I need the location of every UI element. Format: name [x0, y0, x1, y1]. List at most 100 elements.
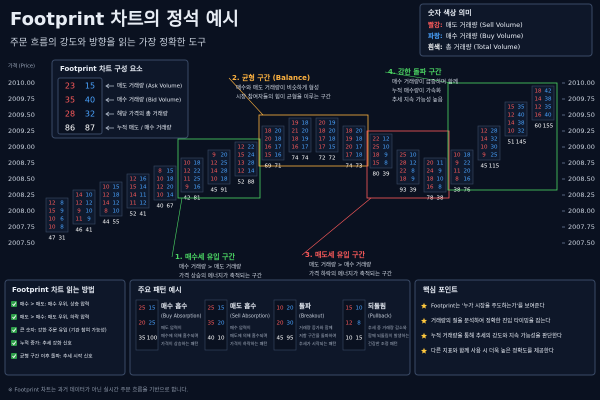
y-tick-label-right: 2009.00 — [568, 143, 595, 151]
color-legend-text: 총 거래량 (Total Volume) — [446, 42, 521, 51]
pattern-ask: 25 — [139, 306, 146, 312]
total-volume: 73 — [356, 164, 363, 170]
zone-desc: 가격 상승의 에너지가 축적되는 구간 — [179, 272, 262, 280]
candle-body — [180, 157, 204, 193]
total-volume: 81 — [194, 196, 201, 202]
bid-volume: 15 — [167, 169, 174, 175]
patterns-panel — [129, 279, 411, 376]
candle-body — [99, 181, 123, 217]
bid-volume: 16 — [464, 177, 471, 183]
bid-volume: 25 — [491, 153, 498, 159]
pattern-ask: 40 — [208, 336, 215, 342]
ask-volume: 14 — [130, 193, 137, 199]
legend-bid: 40 — [85, 96, 95, 105]
key-point: 거래량의 질을 분석하여 정확한 진입 타이밍을 잡는다 — [431, 317, 550, 325]
bid-volume: 19 — [302, 137, 309, 143]
bid-volume: 9 — [411, 177, 415, 183]
ask-volume: 15 — [49, 209, 56, 215]
pattern-desc: 함께 되돌림이 발생하는 — [368, 332, 409, 339]
bid-volume: 22 — [464, 161, 471, 167]
bid-volume: 12 — [86, 201, 93, 207]
ask-volume: 18 — [346, 129, 353, 135]
key-point: Footprint는 '누가 시장을 주도하는가'를 보여준다 — [431, 302, 544, 310]
ask-volume: 18 — [427, 177, 434, 183]
ask-volume: 15 — [238, 153, 245, 159]
check-box — [11, 340, 17, 346]
pattern-bid: 95 — [287, 336, 294, 342]
y-tick-label: 2010.00 — [8, 79, 35, 87]
ask-volume: 12 — [535, 105, 542, 111]
ask-volume: 9 — [185, 185, 189, 191]
total-volume: 42 — [184, 196, 191, 202]
zone-desc: 매수 거래량이 급증하며 함께 — [392, 78, 458, 86]
zone-box — [258, 114, 369, 167]
color-legend-label: 빨강: — [428, 20, 443, 29]
ask-volume: 17 — [319, 145, 326, 151]
ask-volume: 10 — [481, 145, 488, 151]
total-volume: 72 — [319, 156, 326, 162]
pattern-name: 매도 흡수 — [230, 301, 256, 310]
key-points-panel — [414, 279, 596, 376]
candle-body — [504, 101, 528, 137]
y-tick-label: 2007.75 — [8, 223, 35, 231]
bid-volume: 14 — [140, 185, 147, 191]
check-mark — [12, 354, 17, 359]
total-volume: 71 — [275, 164, 282, 170]
bid-volume: 18 — [194, 161, 201, 167]
bid-volume: 12 — [410, 161, 417, 167]
ask-volume: 11 — [454, 169, 461, 175]
bid-volume: 18 — [167, 177, 174, 183]
legend-ask: 35 — [65, 96, 75, 105]
zone-box — [366, 130, 450, 199]
ask-volume: 11 — [76, 217, 83, 223]
bid-volume: 32 — [491, 137, 498, 143]
total-volume: 115 — [489, 164, 500, 170]
total-volume: 45 — [481, 164, 488, 170]
ask-volume: 14 — [103, 201, 110, 207]
color-legend-title: 숫자 색상 의미 — [428, 8, 472, 17]
candle-body — [315, 117, 339, 153]
y-tick-label-right: 2008.50 — [568, 175, 595, 183]
zone-desc: 매수와 매도 거래량이 비슷하게 형성 — [236, 84, 319, 92]
candle-body — [207, 149, 231, 185]
total-volume: 41 — [140, 212, 147, 218]
total-volume: 52 — [130, 212, 137, 218]
check-box — [11, 353, 17, 359]
pattern-en: (Pullback) — [368, 314, 392, 320]
y-tick-label: 2009.50 — [8, 111, 35, 119]
bid-volume: 30 — [491, 145, 498, 151]
component-legend-title: Footprint 차트 구성 요소 — [60, 64, 143, 73]
pattern-desc: 가격이 하락하는 패턴 — [230, 340, 267, 347]
bid-volume: 20 — [302, 129, 309, 135]
component-number-box — [57, 77, 103, 135]
total-volume: 41 — [86, 228, 93, 234]
legend-bid: 87 — [85, 124, 95, 133]
ask-volume: 18 — [373, 153, 380, 159]
bid-volume: 38 — [545, 97, 552, 103]
ask-volume: 14 — [211, 169, 218, 175]
bid-volume: 12 — [113, 201, 120, 207]
pattern-bid: 10 — [356, 306, 363, 312]
color-legend-entry: 빨강: 매도 거래량 (Sell Volume) — [428, 20, 523, 29]
pattern-ask: 10 — [277, 306, 284, 312]
pattern-en: (Breakout) — [299, 314, 324, 320]
ask-volume: 10 — [211, 177, 218, 183]
y-tick-label-right: 2010.00 — [568, 79, 595, 87]
ask-volume: 10 — [49, 217, 56, 223]
ask-volume: 20 — [319, 121, 326, 127]
total-volume: 67 — [167, 204, 174, 210]
total-volume: 78 — [427, 196, 434, 202]
pattern-en: (Sell Absorption) — [230, 314, 270, 320]
candle-body — [288, 117, 312, 153]
panel-title: 주요 패턴 예시 — [138, 285, 182, 294]
pattern-bid: 8 — [357, 321, 361, 327]
key-point: 누적 거래량을 통해 추세의 강도와 지속 가능성을 판단한다 — [431, 332, 562, 340]
y-tick-label-right: 2008.25 — [568, 191, 595, 199]
reading-guide-panel — [4, 279, 126, 376]
pattern-ask: 15 — [346, 306, 353, 312]
check-box — [11, 327, 17, 333]
bid-volume: 18 — [221, 177, 228, 183]
pattern-ask: 20 — [139, 321, 146, 327]
